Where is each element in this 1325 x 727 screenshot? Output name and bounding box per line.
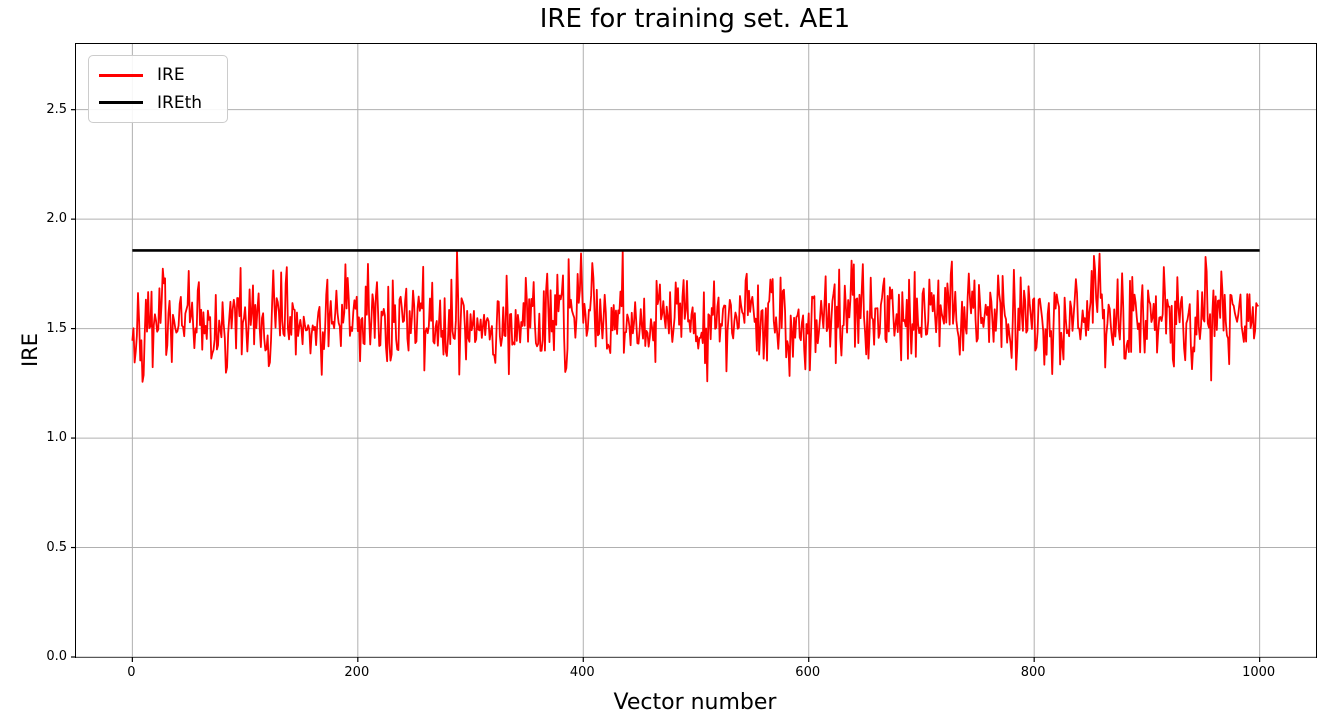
y-tick-label-1.0: 1.0 xyxy=(46,430,67,446)
legend-label-ire: IRE xyxy=(157,65,185,86)
x-axis-label: Vector number xyxy=(613,690,777,715)
legend-entry-ireth: IREth xyxy=(89,93,227,113)
chart-canvas xyxy=(71,44,1316,662)
chart-title: IRE for training set. AE1 xyxy=(539,4,851,34)
legend-label-ireth: IREth xyxy=(157,92,203,113)
y-tick-label-2.0: 2.0 xyxy=(46,211,67,227)
x-tick-label-800: 800 xyxy=(1020,665,1046,680)
y-axis-label: IRE xyxy=(18,332,42,368)
x-tick-label-0: 0 xyxy=(127,665,136,680)
x-tick-label-400: 400 xyxy=(569,665,595,680)
x-tick-label-200: 200 xyxy=(344,665,370,680)
y-tick-label-0.5: 0.5 xyxy=(46,539,67,555)
y-tick-label-0.0: 0.0 xyxy=(46,649,67,664)
ire-line-swatch xyxy=(99,73,143,77)
series-line-ire xyxy=(131,249,1259,383)
y-tick-label-2.5: 2.5 xyxy=(46,101,67,117)
legend-entry-ire: IRE xyxy=(89,65,227,85)
x-tick-label-1000: 1000 xyxy=(1242,665,1276,680)
plot-area xyxy=(71,43,1317,662)
x-tick-label-600: 600 xyxy=(795,665,821,680)
y-tick-label-1.5: 1.5 xyxy=(46,320,67,336)
legend: IRE IREth xyxy=(88,55,228,123)
ireth-line-swatch xyxy=(99,101,143,105)
